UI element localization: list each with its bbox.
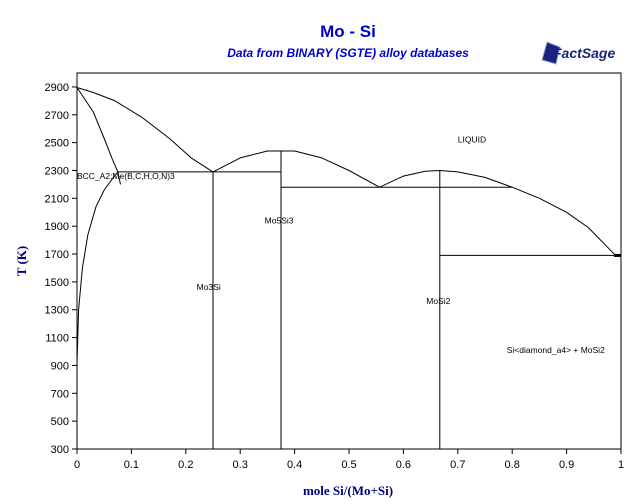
y-tick-label: 1300 <box>45 305 69 317</box>
chart-title: Mo - Si <box>320 22 376 41</box>
factsage-logo: FactSage <box>541 41 615 65</box>
y-tick-label: 1500 <box>45 277 69 289</box>
x-tick-label: 0.5 <box>341 459 356 471</box>
x-tick-label: 0.1 <box>124 459 139 471</box>
phase-boundary-3 <box>76 171 119 363</box>
phase-label: Mo5Si3 <box>265 215 294 225</box>
y-tick-label: 300 <box>51 444 69 456</box>
boundary-end-marker <box>614 253 621 257</box>
y-tick-label: 2300 <box>45 165 69 177</box>
phase-label: MoSi2 <box>426 296 450 306</box>
y-tick-label: 700 <box>51 388 69 400</box>
x-tick-label: 0.8 <box>505 459 520 471</box>
x-tick-label: 0 <box>74 459 80 471</box>
phase-boundary-5 <box>379 170 616 256</box>
phase-labels: LIQUID BCC_A2:Me(B,C,H,O,N)3 Mo5Si3 Mo3Si Mo… <box>77 135 605 355</box>
y-axis-label: T (K) <box>14 246 29 276</box>
phase-label: Si<diamond_a4> + MoSi2 <box>507 345 605 355</box>
y-tick-label: 2900 <box>45 82 69 94</box>
phase-boundary-2 <box>76 87 121 185</box>
x-tick-label: 0.7 <box>450 459 465 471</box>
x-tick-label: 1 <box>618 459 624 471</box>
x-tick-label: 0.4 <box>287 459 302 471</box>
phase-boundary-4 <box>212 150 380 188</box>
y-tick-label: 500 <box>51 416 69 428</box>
chart-subtitle: Data from BINARY (SGTE) alloy databases <box>227 46 469 60</box>
y-tick-label: 900 <box>51 360 69 372</box>
phase-label: LIQUID <box>458 135 486 145</box>
phase-label: Mo3Si <box>197 282 221 292</box>
y-tick-label: 1100 <box>45 333 69 345</box>
y-tick-label: 2500 <box>45 138 69 150</box>
y-tick-label: 2100 <box>45 193 69 205</box>
x-tick-label: 0.3 <box>233 459 248 471</box>
phase-boundary-1 <box>76 87 214 173</box>
phase-label: BCC_A2:Me(B,C,H,O,N)3 <box>77 171 175 181</box>
x-tick-label: 0.9 <box>559 459 574 471</box>
x-axis-label: mole Si/(Mo+Si) <box>303 483 393 498</box>
x-tick-label: 0.6 <box>396 459 411 471</box>
x-tick-label: 0.2 <box>178 459 193 471</box>
y-tick-label: 1900 <box>45 221 69 233</box>
plot-frame <box>76 72 622 450</box>
phase-boundaries <box>76 87 621 449</box>
y-tick-label: 2700 <box>45 110 69 122</box>
logo-text: FactSage <box>553 45 615 61</box>
x-axis-ticks: 0 0.1 0.2 0.3 0.4 0.5 0.6 0.7 0.8 0.9 1 <box>74 449 624 471</box>
y-tick-label: 1700 <box>45 249 69 261</box>
y-axis-ticks: 300 500 700 900 1100 1300 1500 1700 1900 2100 2300… <box>45 82 77 456</box>
